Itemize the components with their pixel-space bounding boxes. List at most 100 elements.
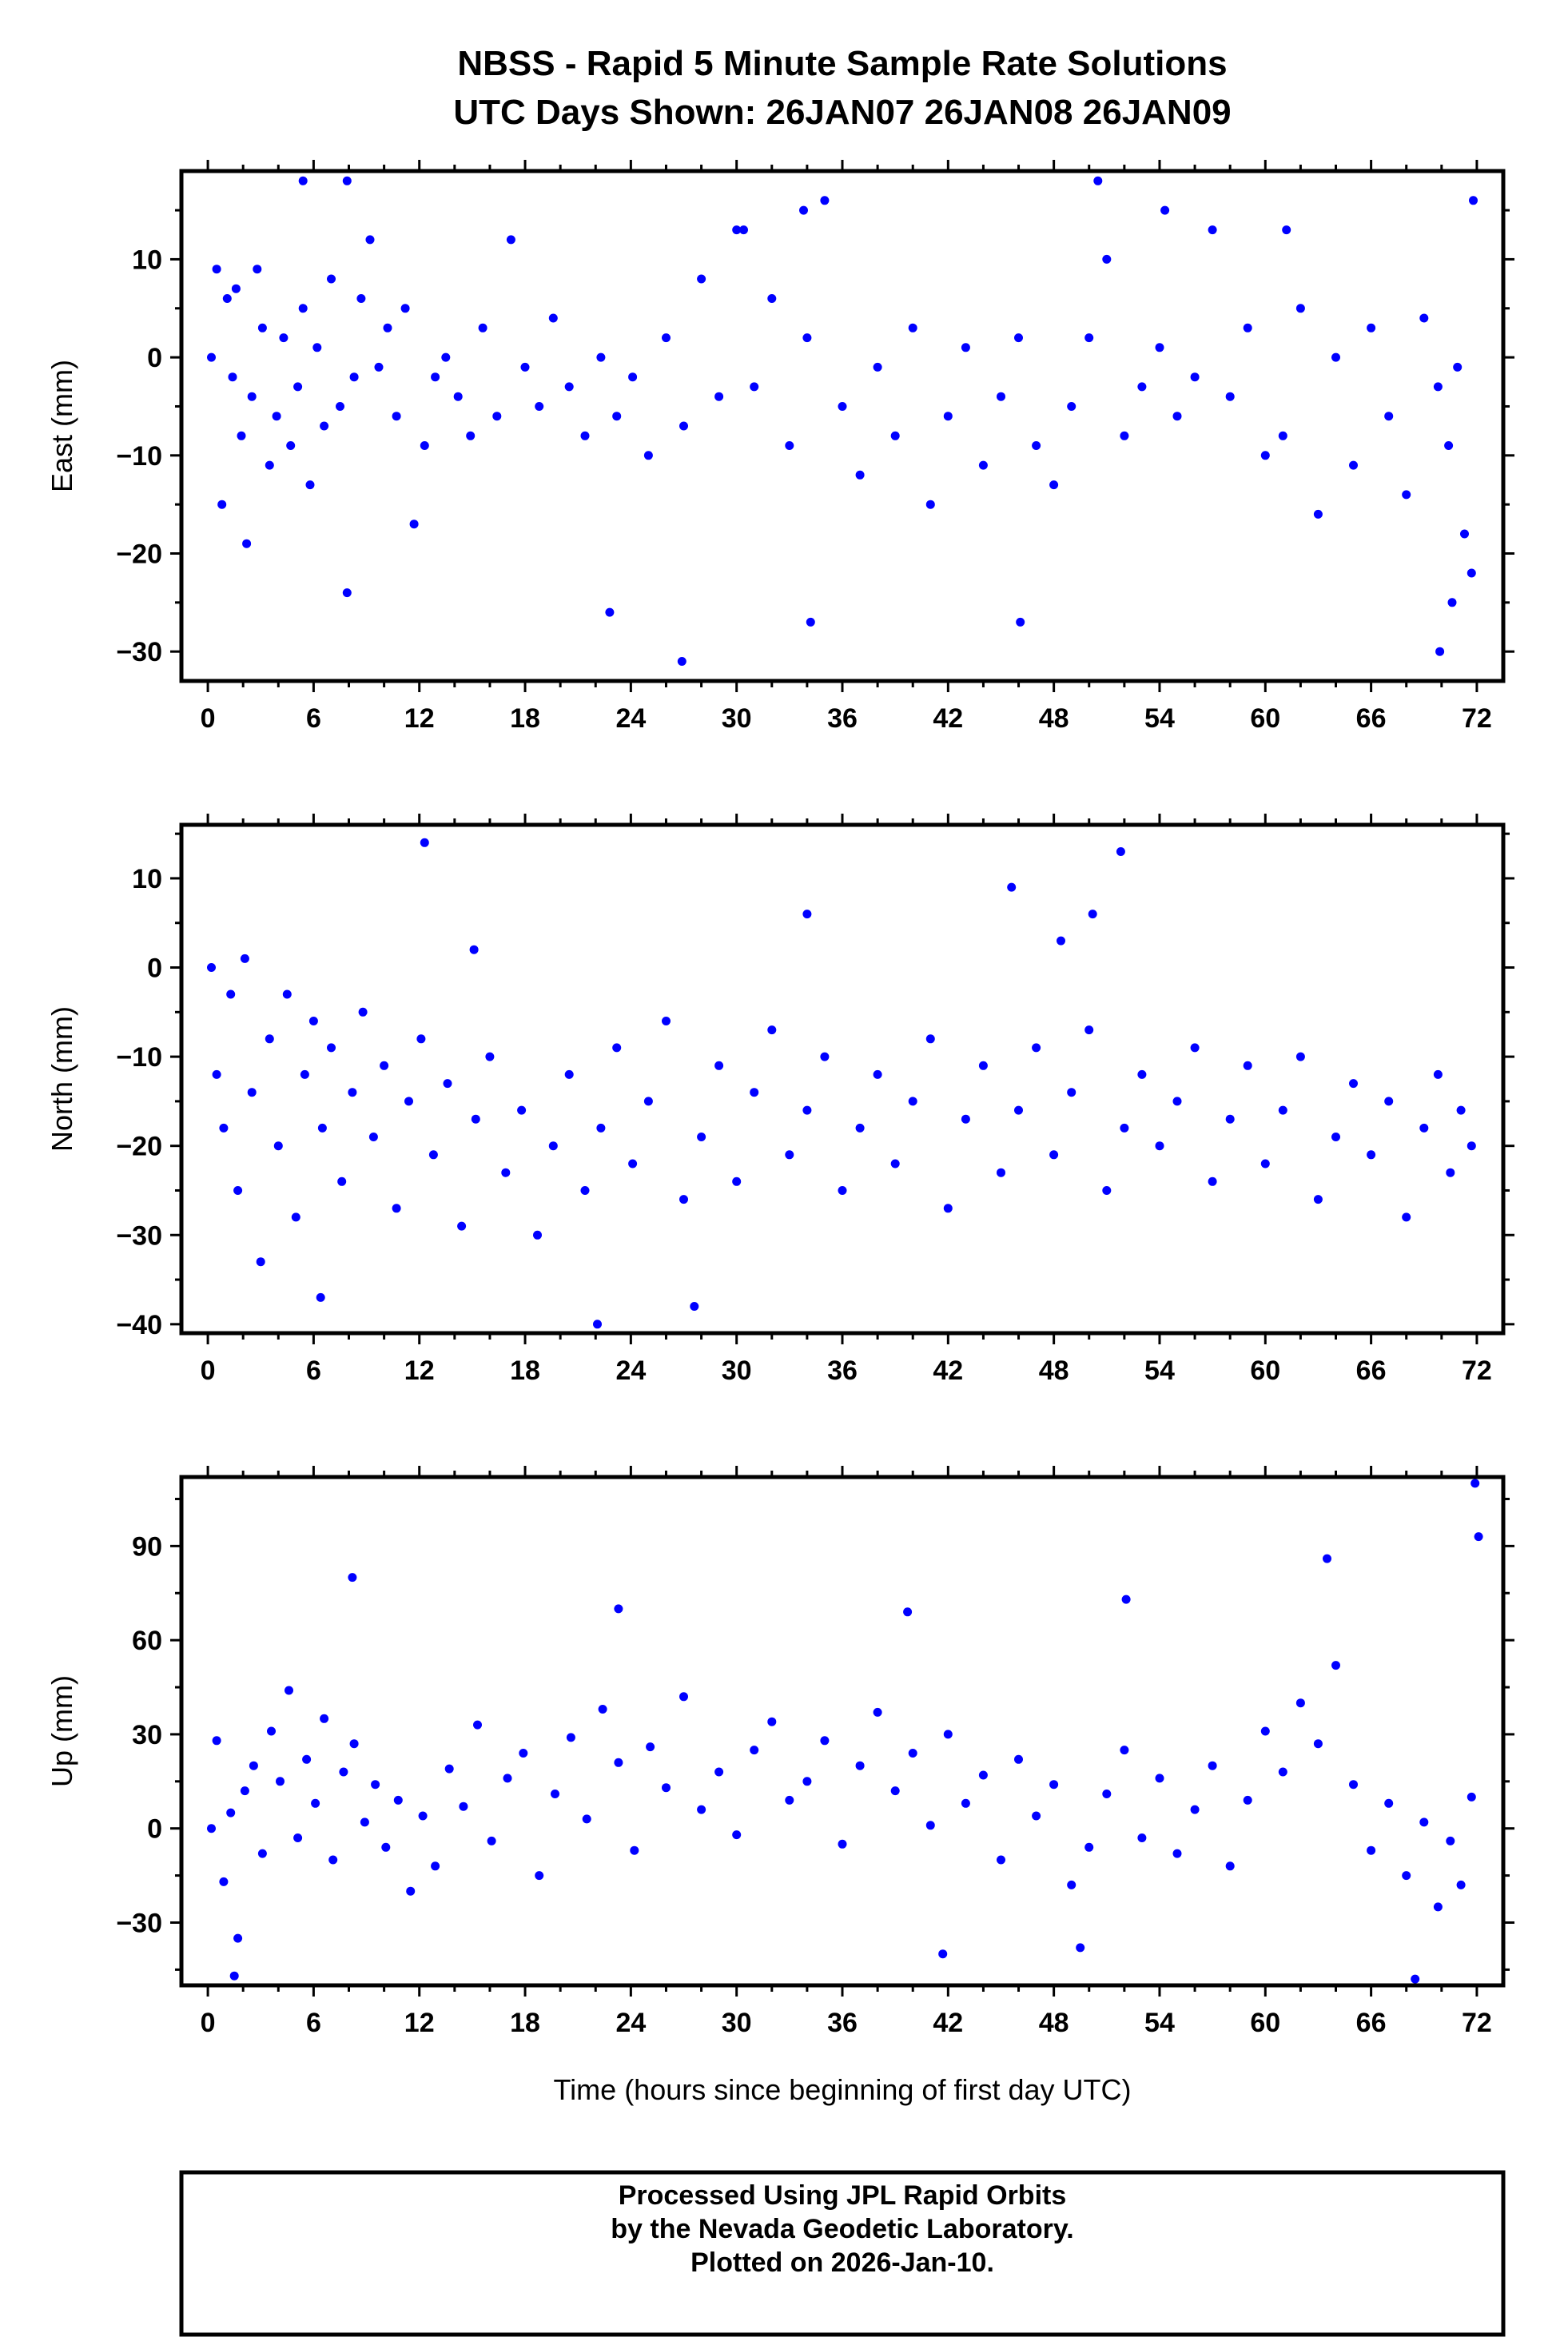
up-data-point [1474,1532,1483,1542]
east-data-point [1469,196,1478,205]
north-data-point [485,1052,495,1061]
up-data-point [302,1754,312,1764]
east-y-tick-label: −20 [116,539,162,570]
up-y-tick-label: 0 [147,1814,162,1845]
north-data-point [358,1007,368,1017]
north-data-point [1116,847,1125,856]
north-y-tick-label: 10 [132,864,162,894]
east-data-point [478,323,488,332]
east-data-point [212,265,221,274]
north-data-point [802,910,812,919]
north-data-point [282,989,292,999]
up-data-point [1433,1902,1443,1912]
east-data-point [253,265,262,274]
up-data-point [1084,1842,1094,1852]
north-data-point [1278,1105,1287,1115]
north-data-point [1433,1069,1443,1079]
north-x-tick-label: 72 [1462,1356,1492,1386]
north-data-point [1049,1150,1059,1160]
east-data-point [677,657,686,666]
up-data-point [459,1802,468,1811]
north-data-point [662,1017,671,1025]
north-data-point [1032,1043,1041,1053]
north-data-point [337,1176,347,1186]
up-x-tick-label: 42 [933,2008,963,2038]
north-panel: 0 6 12 18 24 30 36 42 48 54 60 66 72 −40 −30 −20 −10 0 10 N… [46,814,1514,1386]
up-data-point [1225,1861,1235,1871]
north-x-tick-label: 0 [201,1356,216,1386]
up-y-axis-label: Up (mm) [46,1675,78,1787]
north-data-point [1084,1025,1094,1035]
north-data-point [767,1025,777,1035]
east-data-point [1460,529,1469,539]
up-data-point [925,1821,935,1830]
up-data-point [249,1761,258,1770]
east-data-point [1349,460,1358,470]
up-data-point [371,1780,380,1790]
up-data-point [487,1836,496,1845]
north-y-tick-label: 0 [147,954,162,984]
north-data-point [732,1176,742,1186]
east-x-tick-label: 60 [1250,703,1280,734]
north-data-point [368,1133,378,1141]
north-data-point [785,1150,794,1160]
north-y-tick-label: −20 [116,1132,162,1162]
east-data-point [1243,323,1252,332]
north-data-point [273,1141,283,1151]
up-data-point [348,1573,357,1583]
up-data-point [679,1692,688,1702]
up-data-point [1190,1805,1200,1814]
east-data-point [374,362,384,372]
east-data-point [679,421,688,431]
up-data-point [714,1767,724,1777]
up-data-point [838,1839,847,1849]
north-data-point [247,1088,257,1097]
north-data-point [1331,1133,1340,1141]
north-data-point [1120,1123,1129,1133]
up-data-point [519,1749,528,1758]
north-data-point [1102,1186,1112,1195]
east-data-point [453,392,463,401]
up-data-point [207,1824,216,1833]
up-data-point [339,1767,348,1777]
north-data-point [596,1123,606,1133]
up-x-tick-label: 6 [306,2008,321,2038]
north-data-point [1014,1105,1023,1115]
east-data-point [1102,254,1112,264]
east-data-point [441,352,451,362]
east-x-tick-label: 36 [827,703,858,734]
east-data-point [365,235,375,245]
north-data-point [1419,1123,1429,1133]
chart-title-line-2: UTC Days Shown: 26JAN07 26JAN08 26JAN09 [453,93,1231,132]
east-data-point [207,352,216,362]
north-data-point [1384,1097,1394,1106]
north-data-point [1190,1043,1200,1053]
north-data-point [226,989,236,999]
east-data-point [1137,382,1147,392]
north-data-point [219,1123,229,1133]
up-data-point [1323,1554,1331,1563]
up-data-point [943,1730,953,1739]
east-data-point [873,362,882,372]
up-data-point [226,1808,236,1817]
north-data-point [1446,1168,1455,1177]
east-data-point [400,304,410,313]
up-data-point [473,1720,482,1730]
up-data-point [393,1795,403,1805]
east-data-point [925,500,935,509]
east-data-point [320,421,329,431]
east-data-point [298,304,308,313]
north-data-point [679,1195,688,1204]
east-data-point [978,460,988,470]
north-data-point [392,1204,401,1213]
up-x-tick-label: 18 [510,2008,540,2038]
east-data-point [612,412,622,421]
north-y-tick-label: −40 [116,1310,162,1340]
east-data-point [286,441,296,450]
east-x-tick-label: 66 [1356,703,1387,734]
north-x-tick-label: 6 [306,1356,321,1386]
up-data-point [535,1871,544,1881]
north-data-point [997,1168,1005,1177]
up-data-point [285,1686,293,1695]
up-data-point [293,1833,303,1842]
